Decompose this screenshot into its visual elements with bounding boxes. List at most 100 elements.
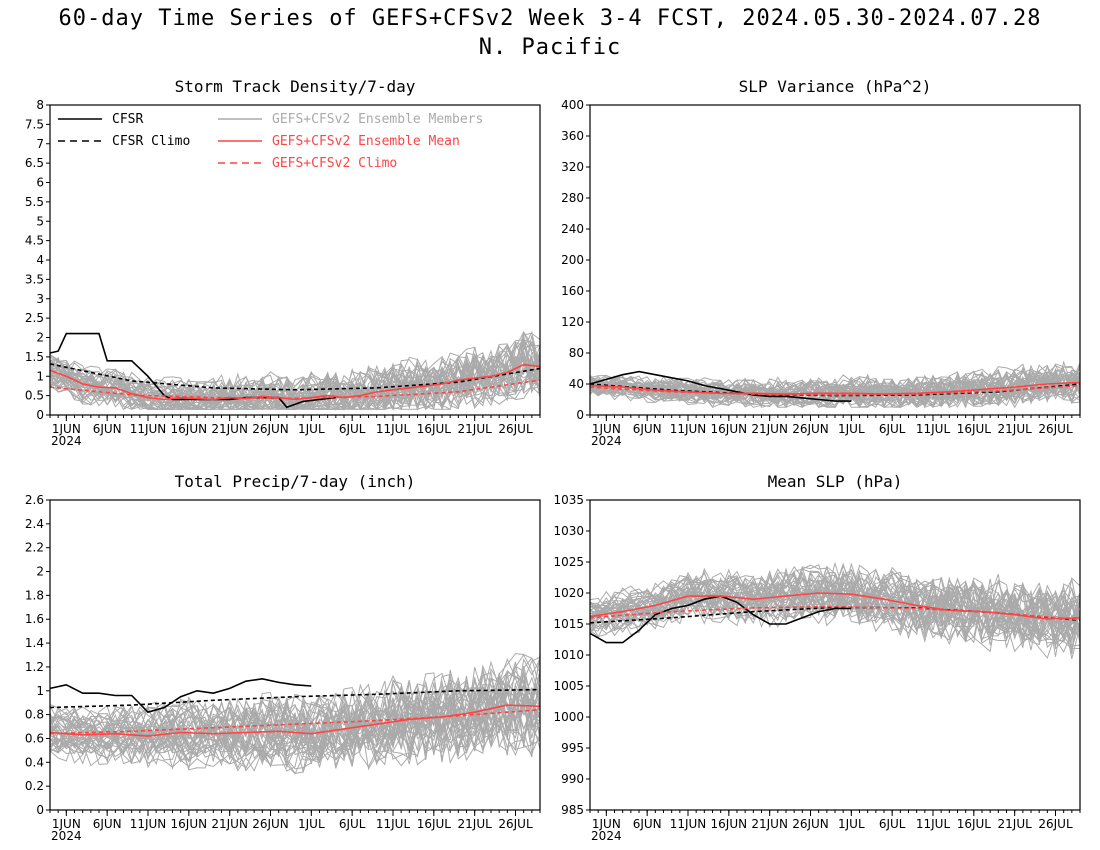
x-tick-label: 6JUL [339, 817, 366, 831]
x-tick-label: 16JUL [957, 422, 992, 436]
y-tick-label: 400 [561, 98, 584, 112]
x-tick-label: 21JUN [211, 422, 248, 436]
x-tick-label: 26JUN [252, 817, 289, 831]
ensemble-member-line [49, 330, 541, 405]
y-tick-label: 200 [561, 253, 584, 267]
y-tick-label: 320 [561, 160, 584, 174]
legend-label: CFSR [112, 112, 143, 127]
y-tick-label: 0.2 [25, 779, 44, 793]
x-year-label: 2024 [591, 434, 622, 448]
x-tick-label: 26JUN [792, 817, 829, 831]
chart-panel-3: Total Precip/7-day (inch)00.20.40.60.811… [25, 472, 541, 843]
x-tick-label: 21JUN [751, 817, 788, 831]
ensemble-member-line [589, 369, 1081, 406]
y-tick-label: 5 [36, 214, 44, 228]
ensemble-member-line [49, 345, 541, 411]
x-year-label: 2024 [51, 434, 82, 448]
ensemble-member-line [49, 339, 541, 407]
x-tick-label: 21JUL [458, 817, 493, 831]
chart-panel-2: SLP Variance (hPa^2) 0 40 80 120 160 200 240 280… [561, 77, 1081, 448]
x-tick-label: 6JUL [879, 817, 906, 831]
x-tick-label: 1JUN [592, 422, 621, 436]
x-tick-label: 1JUN [52, 422, 81, 436]
x-tick-label: 1JUL [298, 422, 325, 436]
y-tick-label: 1020 [553, 586, 584, 600]
x-tick-label: 1JUL [298, 817, 325, 831]
y-tick-label: 280 [561, 191, 584, 205]
y-tick-label: 995 [561, 741, 584, 755]
x-tick-label: 1JUL [838, 422, 865, 436]
panel-title: Storm Track Density/7-day [175, 77, 416, 96]
legend-label: GEFS+CFSv2 Climo [272, 156, 397, 171]
y-tick-label: 1.4 [25, 636, 44, 650]
series-line-cfsr [49, 332, 336, 409]
x-tick-label: 26JUN [792, 422, 829, 436]
y-tick-label: 2.2 [25, 541, 44, 555]
x-tick-label: 11JUL [376, 422, 411, 436]
y-tick-label: 0.6 [25, 731, 44, 745]
ensemble-member-line [49, 691, 541, 766]
x-tick-label: 1JUN [52, 817, 81, 831]
y-tick-label: 0.5 [25, 389, 44, 403]
x-tick-label: 11JUN [130, 422, 167, 436]
y-tick-label: 1025 [553, 555, 584, 569]
ensemble-member-line [589, 360, 1081, 401]
series-line-gefs-cfsv2-ensemble-mean [49, 704, 541, 737]
ensemble-member-line [589, 568, 1081, 633]
y-tick-label: 2.6 [25, 493, 44, 507]
y-tick-label: 990 [561, 772, 584, 786]
y-tick-label: 1030 [553, 524, 584, 538]
x-tick-label: 26JUL [498, 817, 533, 831]
x-tick-label: 11JUN [130, 817, 167, 831]
x-tick-label: 16JUN [711, 817, 748, 831]
y-tick-label: 6 [36, 176, 44, 190]
figure-title: 60-day Time Series of GEFS+CFSv2 Week 3-… [58, 6, 1042, 31]
y-tick-label: 40 [569, 377, 584, 391]
x-tick-label: 26JUL [498, 422, 533, 436]
x-tick-label: 26JUL [1038, 817, 1073, 831]
x-tick-label: 1JUL [838, 817, 865, 831]
x-tick-label: 21JUL [458, 422, 493, 436]
series-line-gefs-cfsv2-climo [49, 709, 541, 735]
y-tick-label: 120 [561, 315, 584, 329]
y-tick-label: 0 [576, 408, 584, 422]
legend: CFSR CFSR Climo GEFS+CFSv2 Ensemble Member… [58, 112, 483, 171]
x-tick-label: 26JUN [252, 422, 289, 436]
y-tick-label: 0.8 [25, 708, 44, 722]
ensemble-member-line [589, 565, 1081, 633]
series-line-gefs-cfsv2-climo [49, 379, 541, 400]
y-tick-label: 2 [36, 565, 44, 579]
y-tick-label: 360 [561, 129, 584, 143]
y-tick-label: 1.2 [25, 660, 44, 674]
x-tick-label: 11JUN [670, 817, 707, 831]
x-tick-label: 21JUN [751, 422, 788, 436]
ensemble-member-line [589, 562, 1081, 626]
x-tick-label: 6JUL [339, 422, 366, 436]
series-line-gefs-cfsv2-ensemble-mean [589, 381, 1081, 395]
x-tick-label: 21JUL [998, 422, 1033, 436]
ensemble-member-line [49, 679, 541, 761]
x-tick-label: 16JUL [957, 817, 992, 831]
panel-title: Total Precip/7-day (inch) [175, 472, 416, 491]
y-tick-label: 6.5 [25, 156, 44, 170]
y-tick-label: 2.5 [25, 311, 44, 325]
series-line-gefs-cfsv2-climo [589, 384, 1081, 396]
plot-frame [589, 499, 1081, 811]
plot-frame [589, 104, 1081, 416]
y-tick-label: 1.6 [25, 612, 44, 626]
x-tick-label: 11JUN [670, 422, 707, 436]
ensemble-members [49, 653, 541, 775]
x-tick-label: 16JUN [171, 422, 208, 436]
x-tick-label: 16JUL [417, 422, 452, 436]
y-tick-label: 4.5 [25, 234, 44, 248]
y-tick-label: 2 [36, 331, 44, 345]
y-tick-label: 1000 [553, 710, 584, 724]
x-tick-label: 16JUL [417, 817, 452, 831]
chart-panel-1: Storm Track Density/7-day 0 0.5 1 1.5 2 2.5 3 3.… [25, 77, 541, 448]
series-line-cfsr-climo [49, 363, 541, 391]
ensemble-member-line [49, 659, 541, 738]
y-tick-label: 1.5 [25, 350, 44, 364]
panel-title: SLP Variance (hPa^2) [739, 77, 932, 96]
ensemble-member-line [589, 562, 1081, 637]
figure-subtitle: N. Pacific [478, 35, 622, 60]
